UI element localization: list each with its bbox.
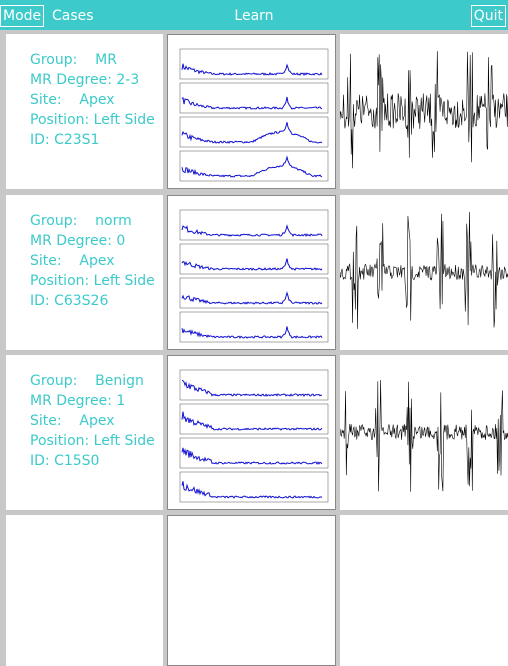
spectrum-panel (167, 195, 336, 350)
case-field: Group: MR (30, 52, 117, 68)
case-field: Position: Left Side (30, 433, 155, 449)
case-field: ID: C23S1 (30, 132, 99, 148)
case-field: ID: C15S0 (30, 453, 99, 469)
case-field: Position: Left Side (30, 112, 155, 128)
case-info[interactable]: Group: Benign MR Degree: 1 Site: Apex Posit… (6, 355, 163, 510)
spectrum-plot (168, 35, 335, 188)
spectrum-panel (167, 355, 336, 510)
case-field: Site: Apex (30, 92, 115, 108)
waveform-panel (340, 34, 508, 189)
case-field: MR Degree: 2-3 (30, 72, 139, 88)
case-field: Group: norm (30, 213, 132, 229)
toolbar: Mode Cases Learn Quit (0, 0, 508, 30)
case-field: MR Degree: 1 (30, 393, 125, 409)
waveform-panel (340, 355, 508, 510)
case-field: Position: Left Side (30, 273, 155, 289)
quit-button[interactable]: Quit (471, 5, 506, 27)
waveform-panel (340, 195, 508, 350)
spectrum-panel (167, 34, 336, 189)
case-field: ID: C63S26 (30, 293, 108, 309)
title: Learn (0, 6, 508, 26)
case-info[interactable]: Group: norm MR Degree: 0 Site: Apex Positio… (6, 195, 163, 350)
spectrum-plot (168, 196, 335, 349)
waveform-panel (340, 515, 508, 666)
case-field: Site: Apex (30, 413, 115, 429)
screen: Mode Cases Learn Quit Group: MR MR Degree… (0, 0, 508, 666)
case-info[interactable] (6, 515, 163, 666)
case-field: MR Degree: 0 (30, 233, 125, 249)
case-info[interactable]: Group: MR MR Degree: 2-3 Site: Apex Positio… (6, 34, 163, 189)
waveform-plot (340, 355, 508, 510)
spectrum-plot (168, 356, 335, 509)
case-field: Group: Benign (30, 373, 144, 389)
spectrum-panel (167, 515, 336, 666)
waveform-plot (340, 34, 508, 189)
case-field: Site: Apex (30, 253, 115, 269)
waveform-plot (340, 195, 508, 350)
